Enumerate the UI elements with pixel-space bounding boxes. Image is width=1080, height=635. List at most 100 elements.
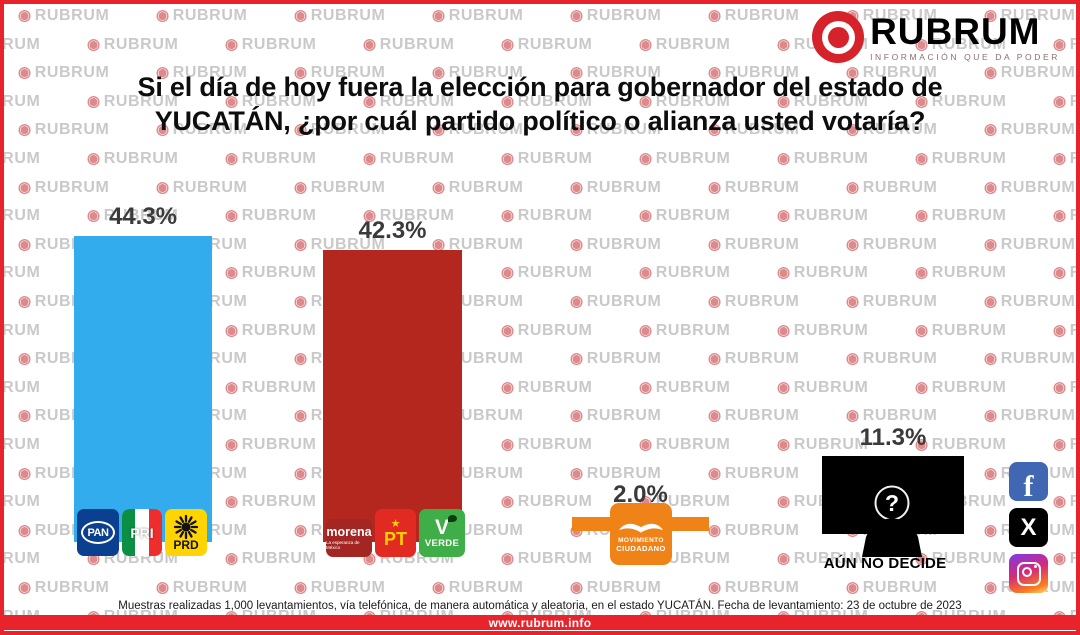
rubrum-target-icon: ◉ bbox=[501, 378, 515, 396]
watermark-text: RUBRUM bbox=[241, 35, 317, 53]
rubrum-target-icon: ◉ bbox=[984, 579, 998, 596]
watermark-item: ◉RUBRUM bbox=[639, 263, 777, 282]
watermark-item: ◉RUBRUM bbox=[570, 406, 708, 425]
rubrum-target-icon: ◉ bbox=[984, 293, 998, 310]
rubrum-target-icon: ◉ bbox=[18, 7, 32, 24]
watermark-item: ◉RUBRUM bbox=[18, 178, 156, 197]
rubrum-target-icon: ◉ bbox=[1053, 321, 1067, 339]
pt-star-icon: ★ bbox=[390, 517, 401, 530]
rubrum-target-icon: ◉ bbox=[1053, 493, 1067, 511]
watermark-text: RUBRUM bbox=[2, 436, 41, 453]
watermark-text: RUBRUM bbox=[1070, 436, 1076, 453]
watermark-item: ◉RUBRUM bbox=[501, 35, 639, 54]
watermark-item: ◉RUBRUM bbox=[570, 349, 708, 368]
watermark-item: ◉RUBRUM bbox=[1053, 321, 1076, 340]
rubrum-target-icon: ◉ bbox=[18, 178, 32, 196]
pt-logo: ★ PT bbox=[375, 509, 416, 557]
watermark-item: ◉RUBRUM bbox=[708, 235, 846, 254]
watermark-text: RUBRUM bbox=[34, 579, 110, 596]
watermark-item: ◉RUBRUM bbox=[708, 292, 846, 311]
watermark-text: RUBRUM bbox=[724, 350, 800, 368]
rubrum-target-ring bbox=[821, 20, 855, 54]
verde-logo: V VERDE bbox=[419, 509, 465, 557]
watermark-text: RUBRUM bbox=[655, 378, 731, 396]
watermark-item: ◉RUBRUM bbox=[846, 406, 984, 425]
watermark-text: RUBRUM bbox=[724, 235, 800, 253]
instagram-flash-dot bbox=[1034, 565, 1037, 568]
rubrum-target-icon: ◉ bbox=[915, 207, 929, 225]
watermark-text: RUBRUM bbox=[310, 178, 386, 196]
watermark-text: RUBRUM bbox=[172, 178, 248, 196]
movimiento-ciudadano-logo: MOVIMIENTO CIUDADANO bbox=[610, 503, 672, 565]
rubrum-target-icon: ◉ bbox=[294, 579, 308, 596]
rubrum-target-icon: ◉ bbox=[570, 7, 584, 24]
watermark-text: RUBRUM bbox=[241, 436, 317, 453]
rubrum-target-icon: ◉ bbox=[639, 150, 653, 167]
watermark-item: ◉RUBRUM bbox=[432, 6, 570, 25]
pri-label: PRI bbox=[130, 524, 154, 541]
pri-stripe-green bbox=[122, 509, 136, 556]
rubrum-target-icon: ◉ bbox=[501, 207, 515, 225]
watermark-row: ◉RUBRUM◉RUBRUM◉RUBRUM◉RUBRUM◉RUBRUM◉RUBR… bbox=[18, 578, 1076, 597]
rubrum-target-icon: ◉ bbox=[363, 150, 377, 167]
rubrum-target-icon: ◉ bbox=[570, 293, 584, 310]
watermark-text: RUBRUM bbox=[379, 150, 455, 167]
rubrum-target-icon: ◉ bbox=[570, 235, 584, 253]
pt-label: PT bbox=[383, 528, 407, 549]
watermark-item: ◉RUBRUM bbox=[432, 178, 570, 197]
watermark-text: RUBRUM bbox=[724, 293, 800, 310]
rubrum-target-icon: ◉ bbox=[846, 235, 860, 253]
watermark-text: RUBRUM bbox=[1000, 293, 1076, 310]
rubrum-target-icon: ◉ bbox=[1053, 264, 1067, 282]
rubrum-target-icon: ◉ bbox=[225, 378, 239, 396]
brand-text: RUBRUM INFORMACIÓN QUE DA PODER bbox=[870, 13, 1060, 62]
watermark-item: ◉RUBRUM bbox=[87, 149, 225, 168]
watermark-text: RUBRUM bbox=[34, 7, 110, 24]
watermark-item: ◉RUBRUM bbox=[708, 178, 846, 197]
watermark-text: RUBRUM bbox=[448, 178, 524, 196]
rubrum-target-icon: ◉ bbox=[156, 178, 170, 196]
rubrum-target-icon: ◉ bbox=[294, 350, 308, 368]
rubrum-target-icon: ◉ bbox=[432, 7, 446, 24]
rubrum-target-icon: ◉ bbox=[846, 407, 860, 425]
watermark-text: RUBRUM bbox=[1000, 407, 1076, 425]
watermark-text: RUBRUM bbox=[724, 407, 800, 425]
watermark-text: RUBRUM bbox=[655, 436, 731, 453]
watermark-item: ◉RUBRUM bbox=[570, 6, 708, 25]
watermark-text: RUBRUM bbox=[655, 264, 731, 282]
rubrum-target-core bbox=[827, 26, 849, 48]
rubrum-target-icon: ◉ bbox=[639, 35, 653, 53]
watermark-item: ◉RUBRUM bbox=[87, 35, 225, 54]
watermark-item: ◉RUBRUM bbox=[501, 149, 639, 168]
rubrum-target-icon: ◉ bbox=[501, 35, 515, 53]
watermark-text: RUBRUM bbox=[724, 178, 800, 196]
rubrum-target-icon: ◉ bbox=[639, 436, 653, 453]
watermark-item: ◉RUBRUM bbox=[639, 321, 777, 340]
question-title-line2: YUCATÁN, ¿por cuál partido político o al… bbox=[154, 106, 926, 137]
facebook-icon[interactable]: f bbox=[1009, 462, 1048, 501]
watermark-text: RUBRUM bbox=[2, 550, 41, 568]
watermark-item: ◉RUBRUM bbox=[984, 235, 1076, 254]
x-twitter-icon[interactable]: X bbox=[1009, 508, 1048, 547]
watermark-item: ◉RUBRUM bbox=[501, 321, 639, 340]
watermark-item: ◉RUBRUM bbox=[570, 178, 708, 197]
watermark-item: ◉RUBRUM bbox=[501, 378, 639, 397]
rubrum-target-icon: ◉ bbox=[915, 264, 929, 282]
verde-label: VERDE bbox=[424, 538, 460, 549]
website-link[interactable]: www.rubrum.info bbox=[488, 615, 592, 630]
watermark-item: ◉RUBRUM bbox=[639, 206, 777, 225]
watermark-text: RUBRUM bbox=[2, 378, 41, 396]
watermark-text: RUBRUM bbox=[724, 464, 800, 482]
rubrum-target-icon: ◉ bbox=[1053, 550, 1067, 568]
watermark-item: ◉RUBRUM bbox=[984, 178, 1076, 197]
mc-label-line1: MOVIMIENTO bbox=[618, 536, 664, 544]
watermark-text: RUBRUM bbox=[1000, 235, 1076, 253]
rubrum-target-icon: ◉ bbox=[915, 378, 929, 396]
rubrum-target-icon: ◉ bbox=[570, 464, 584, 482]
rubrum-target-icon: ◉ bbox=[18, 235, 32, 253]
instagram-icon[interactable] bbox=[1009, 554, 1048, 593]
pri-stripe-red bbox=[148, 509, 162, 556]
facebook-glyph: f bbox=[1023, 469, 1034, 503]
watermark-text: RUBRUM bbox=[1070, 36, 1076, 53]
question-mark-glyph: ? bbox=[885, 490, 899, 516]
